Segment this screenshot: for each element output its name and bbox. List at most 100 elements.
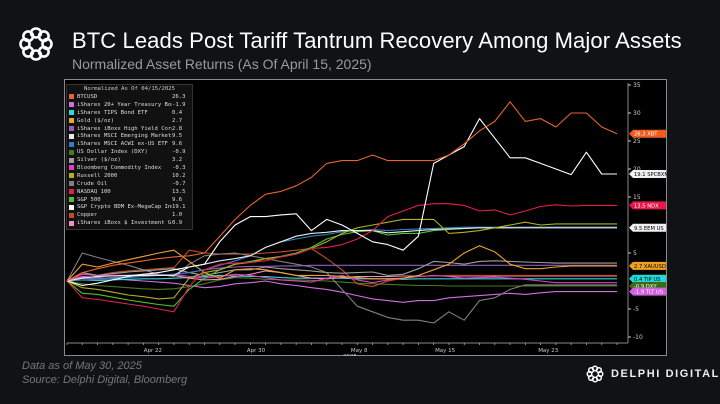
end-label-text: 9.5 EEM US xyxy=(634,226,664,232)
end-label-text: 0.4 TIP US xyxy=(634,277,660,283)
end-label-bg xyxy=(629,129,666,138)
series-line-silver-oz- xyxy=(66,260,617,282)
chart-subtitle: Normalized Asset Returns (As Of April 15… xyxy=(72,56,372,72)
x-tick-label: May 8 xyxy=(351,348,368,354)
y-tick-label: 25 xyxy=(633,138,641,145)
legend-swatch xyxy=(69,118,74,124)
legend-value: 9.6 xyxy=(172,196,183,203)
y-tick-label: 30 xyxy=(633,110,641,117)
legend-value: 13.5 xyxy=(172,188,186,195)
legend-item: US Dollar Index (DXY) -0.9 xyxy=(69,148,190,156)
legend-item: Crude Oil -0.7 xyxy=(69,180,190,188)
legend-label: iShares 20+ Year Treasury Bond ... xyxy=(77,101,172,108)
legend-item: S&P 500 9.6 xyxy=(69,196,190,204)
legend-value: 1.0 xyxy=(172,212,183,219)
legend-label: US Dollar Index (DXY) xyxy=(77,149,148,156)
y-tick-label: 15 xyxy=(633,194,641,201)
legend-swatch xyxy=(69,173,74,179)
legend-label: S&P 500 xyxy=(77,196,101,203)
legend-swatch xyxy=(69,110,74,116)
legend-swatch xyxy=(69,181,74,187)
end-label-text: 2.7 XAUUSD xyxy=(634,264,666,270)
end-value-label: 19.1 SPCBXM xyxy=(629,170,667,179)
end-value-label: -1.9 TLT US xyxy=(629,287,666,296)
series-line-russell-2000 xyxy=(66,218,617,300)
x-tick-label: May 23 xyxy=(538,348,559,354)
legend-swatch xyxy=(69,133,74,139)
end-label-text: 26.3 XBT xyxy=(634,132,658,138)
series-line-s-p-crypto-bdm-ex-megacap-index xyxy=(66,118,617,287)
legend-swatch xyxy=(69,189,74,195)
legend-label: Gold ($/oz) xyxy=(77,117,115,124)
legend-label: Silver ($/oz) xyxy=(77,157,121,164)
x-tick-label: Apr 30 xyxy=(247,348,266,354)
end-value-label: 9.5 EEM US xyxy=(629,223,666,232)
legend-label: BTCUSD xyxy=(77,93,98,100)
legend-label: iShares MSCI ACWI ex-US ETF xyxy=(77,141,168,148)
end-value-label: 0.4 TIP US xyxy=(629,274,666,283)
legend-item: S&P Crypto BDM Ex-MegaCap Index 19.1 xyxy=(69,203,190,211)
legend-value: 0.9 xyxy=(172,220,183,227)
legend-value: 2.8 xyxy=(172,125,183,132)
legend-swatch xyxy=(69,220,74,226)
legend-item: Gold ($/oz) 2.7 xyxy=(69,117,190,125)
legend-value: 3.2 xyxy=(172,157,183,164)
legend-item: iShares MSCI Emerging Markets ...9.5 xyxy=(69,132,190,140)
series-line-gold-oz- xyxy=(66,245,617,282)
end-label-bg xyxy=(629,287,666,296)
series-line-btcusd xyxy=(66,101,618,282)
legend-value: -1.9 xyxy=(172,101,186,108)
legend-label: Copper xyxy=(77,212,98,219)
legend-swatch xyxy=(69,149,74,155)
legend-item: iShares TIPS Bond ETF 0.4 xyxy=(69,109,190,117)
series-line-us-dollar-index-dxy- xyxy=(66,277,617,290)
y-tick-label: -10 xyxy=(633,334,643,341)
brand-logo: DELPHI DIGITAL xyxy=(585,364,720,384)
legend-swatch xyxy=(69,141,74,147)
legend-swatch xyxy=(69,126,74,131)
legend-label: NASDAQ 100 xyxy=(77,188,111,195)
legend-value: -0.3 xyxy=(172,164,186,171)
x-tick-label: May 15 xyxy=(435,348,456,354)
end-label-bg xyxy=(629,274,666,283)
legend-label: iShares iBoxx $ Investment Grad... xyxy=(77,220,172,227)
series-line-s-p-500 xyxy=(66,226,617,307)
source-note: Source: Delphi Digital, Bloomberg xyxy=(22,374,188,386)
legend-item: BTCUSD 26.3 xyxy=(69,93,190,101)
legend-value: -0.9 xyxy=(172,149,186,156)
x-tick-label: Apr 22 xyxy=(144,348,162,354)
series-line-copper xyxy=(66,247,617,288)
legend-item: iShares iBoxx High Yield Corp Bo...2.8 xyxy=(69,125,190,133)
legend-value: 10.2 xyxy=(172,172,186,179)
x-year-label: 2025 xyxy=(343,354,357,356)
end-label-bg xyxy=(629,201,666,210)
legend-item: NASDAQ 100 13.5 xyxy=(69,188,190,196)
series-line-nasdaq-100 xyxy=(66,203,617,313)
legend-item: iShares iBoxx $ Investment Grad...0.9 xyxy=(69,219,190,227)
end-label-text: -0.9 DXY xyxy=(634,284,657,290)
end-label-bg xyxy=(629,170,666,179)
legend-value: 0.4 xyxy=(172,109,183,116)
legend-label: Crude Oil xyxy=(77,180,108,187)
chart-legend: Normalized As Of 04/15/2025 BTCUSD 26.3 iS… xyxy=(66,84,193,231)
legend-label: iShares iBoxx High Yield Corp Bo... xyxy=(77,125,172,132)
end-value-label: 2.7 XAUUSD xyxy=(629,261,666,270)
legend-swatch xyxy=(69,165,74,171)
y-tick-label: 35 xyxy=(633,82,641,89)
legend-heading: Normalized As Of 04/15/2025 xyxy=(84,86,175,92)
end-label-bg xyxy=(629,261,666,270)
y-tick-label: 5 xyxy=(633,250,637,257)
end-label-bg xyxy=(629,223,666,232)
legend-item: Copper 1.0 xyxy=(69,211,190,219)
series-line-crude-oil xyxy=(66,252,617,324)
legend-value: 9.6 xyxy=(172,141,183,148)
delphi-knot-icon xyxy=(586,365,604,383)
legend-item: iShares MSCI ACWI ex-US ETF 9.6 xyxy=(69,140,190,148)
legend-label: iShares MSCI Emerging Markets ... xyxy=(77,133,172,140)
legend-label: Bloomberg Commodity Index xyxy=(77,164,162,171)
legend-label: S&P Crypto BDM Ex-MegaCap Index xyxy=(77,204,172,211)
legend-value: -0.7 xyxy=(172,180,186,187)
legend-swatch xyxy=(69,204,74,210)
series-line-ishares-20-year-treasury-bond xyxy=(66,275,617,303)
